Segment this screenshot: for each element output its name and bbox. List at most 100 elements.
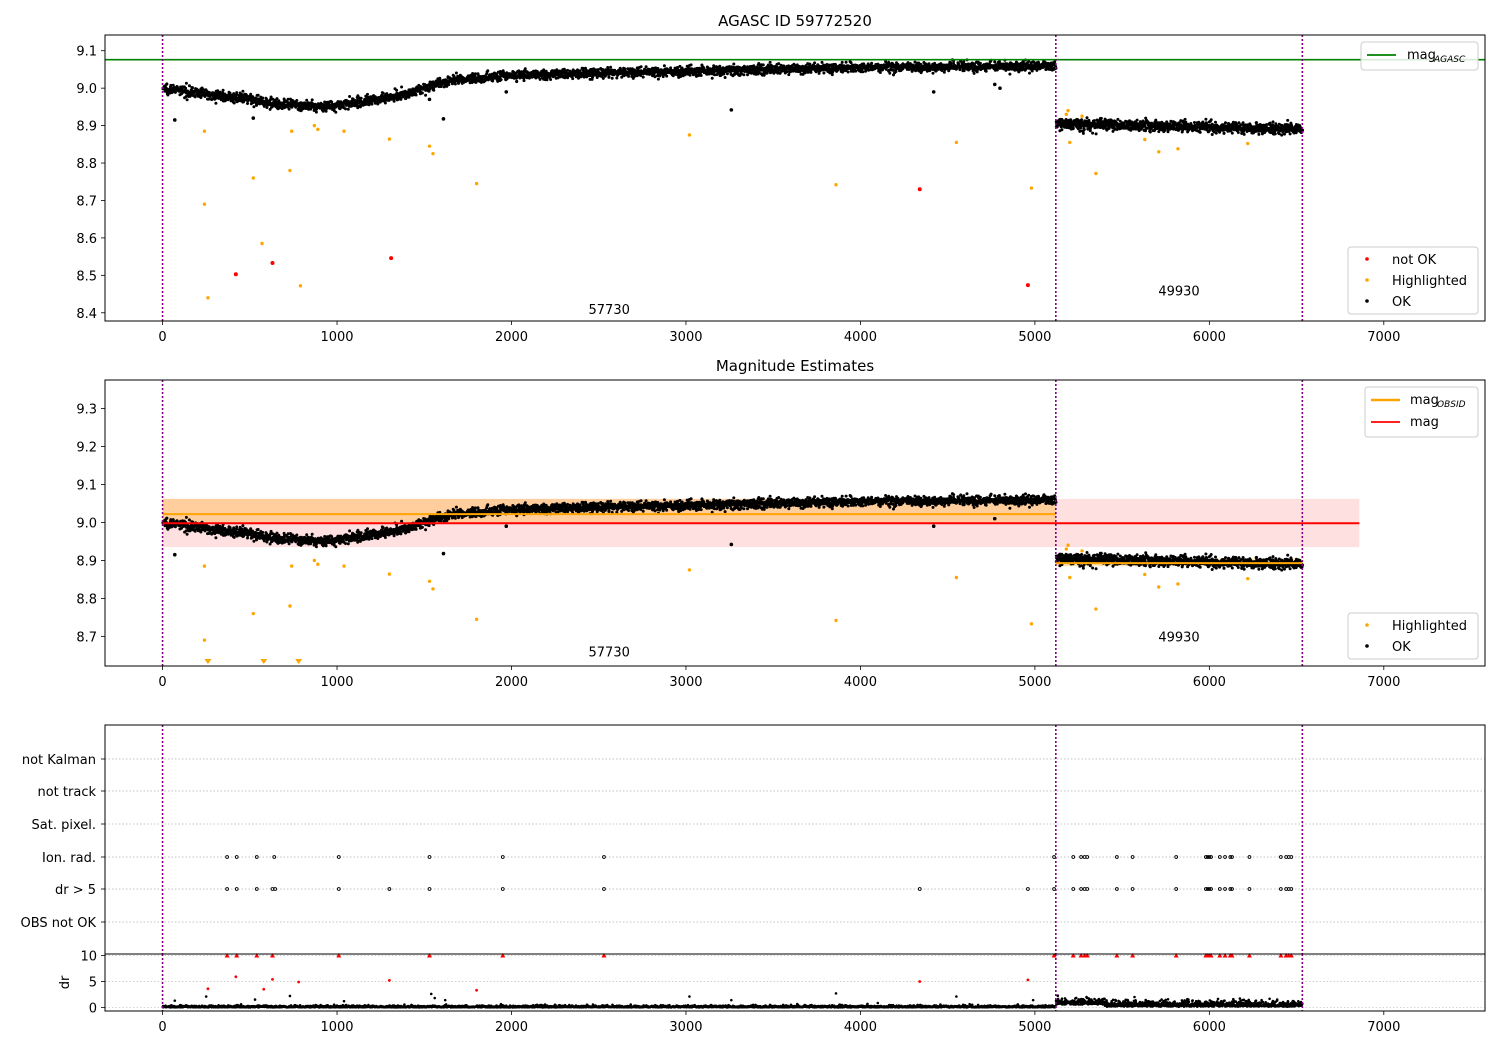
agasc-ok-point (1148, 130, 1152, 134)
agasc-ok-point (1273, 132, 1277, 136)
agasc-ok-outlier (992, 82, 997, 87)
agasc-ok-point (1286, 118, 1290, 122)
agasc-obsid-label: 57730 (589, 303, 630, 318)
agasc-ok-point (820, 60, 824, 64)
agasc-ok-point (314, 110, 318, 114)
agasc-ok-point (232, 101, 236, 105)
agasc-xtick-label: 2000 (495, 330, 528, 345)
agasc-ok-point (1060, 128, 1064, 132)
agasc-ok-point (718, 64, 722, 68)
agasc-ok-point (1222, 131, 1226, 135)
agasc-highlighted-point (260, 241, 264, 246)
agasc-ok-point (809, 70, 813, 74)
agasc-ok-point (549, 78, 553, 81)
agasc-ok-point (424, 93, 428, 97)
agasc-ok-point (972, 71, 976, 75)
agasc-ok-point (287, 107, 291, 111)
agasc-ok-outlier (441, 117, 446, 121)
agasc-ok-point (761, 63, 765, 67)
agasc-ok-point (699, 74, 703, 77)
agasc-ok-point (392, 99, 396, 103)
agasc-ytick-label: 8.9 (76, 120, 97, 135)
agasc-legend-sub: AGASC (1433, 55, 1466, 65)
agasc-legend-label: mag (1407, 48, 1436, 63)
agasc-ok-point (891, 68, 895, 72)
agasc-ok-point (1230, 131, 1234, 135)
agasc-ok-point (1193, 121, 1196, 124)
agasc-ok-outlier (729, 108, 734, 112)
agasc-ok-point (414, 93, 418, 97)
agasc-ok-point (1154, 118, 1158, 122)
agasc-legend-status-label: not OK (1392, 253, 1437, 268)
agasc-ok-point (1079, 126, 1083, 130)
agasc-ok-outlier (172, 118, 177, 122)
agasc-ok-point (346, 107, 350, 111)
agasc-ok-point (221, 88, 225, 92)
agasc-ok-point (958, 68, 962, 72)
agasc-ok-point (607, 75, 611, 78)
agasc-highlighted-point (687, 133, 692, 137)
agasc-highlighted-point (427, 144, 432, 148)
agasc-ok-point (295, 99, 299, 102)
agasc-ok-point (656, 77, 660, 81)
agasc-highlighted-point (298, 284, 303, 288)
agasc-highlighted-point (251, 176, 255, 180)
agasc-ytick-label: 8.8 (76, 157, 97, 172)
agasc-ok-point (1028, 71, 1031, 75)
agasc-highlighted-point (954, 140, 959, 145)
agasc-ok-point (993, 60, 997, 64)
agasc-ok-point (1204, 117, 1208, 121)
agasc-legend-status-label: Highlighted (1392, 274, 1467, 289)
agasc-ok-point (305, 98, 309, 102)
agasc-ok-point (286, 97, 290, 101)
agasc-highlighted-point (1246, 141, 1250, 146)
agasc-xtick-label: 1000 (320, 330, 353, 345)
agasc-ok-point (1082, 128, 1086, 131)
agasc-ok-point (184, 86, 188, 90)
agasc-ok-point (723, 76, 727, 79)
agasc-ok-point (742, 73, 746, 77)
agasc-ok-point (846, 70, 850, 74)
agasc-xtick-label: 7000 (1367, 330, 1400, 345)
agasc-xtick-label: 5000 (1018, 330, 1051, 345)
agasc-ok-point (523, 67, 527, 71)
agasc-ok-point (1071, 126, 1075, 130)
agasc-ok-point (662, 64, 666, 68)
agasc-legend-status-label: OK (1392, 295, 1411, 310)
agasc-ok-point (615, 76, 619, 80)
agasc-highlighted-point (288, 168, 292, 173)
agasc-ok-point (171, 83, 175, 87)
agasc-ok-point (1135, 118, 1139, 122)
agasc-ok-point (1255, 121, 1258, 125)
agasc-ok-point (1081, 131, 1085, 135)
agasc-legend-marker (1365, 299, 1369, 303)
agasc-ok-point (609, 65, 613, 69)
agasc-ok-point (334, 110, 338, 114)
agasc-highlighted-point (1066, 108, 1070, 113)
agasc-ok-point (1280, 133, 1284, 137)
agasc-ok-point (688, 73, 692, 77)
agasc-not-ok-point (917, 187, 922, 192)
agasc-ok-point (366, 92, 369, 96)
agasc-ok-point (226, 98, 230, 102)
agasc-legend-marker (1365, 257, 1369, 261)
agasc-ok-point (241, 89, 245, 93)
agasc-ok-point (185, 98, 189, 102)
agasc-highlighted-point (202, 129, 207, 133)
agasc-xtick-label: 4000 (844, 330, 877, 345)
agasc-highlighted-point (1068, 140, 1072, 145)
agasc-ok-point (202, 88, 206, 92)
agasc-ok-point (644, 65, 648, 69)
agasc-ok-point (830, 73, 834, 77)
agasc-ok-point (252, 105, 256, 109)
agasc-ok-point (344, 107, 347, 111)
agasc-ok-point (228, 91, 232, 95)
agasc-ok-point (1080, 118, 1084, 122)
agasc-ytick-label: 9.1 (76, 45, 97, 60)
agasc-ok-point (669, 66, 673, 70)
agasc-axes (104, 34, 1486, 322)
agasc-ok-point (822, 71, 826, 75)
agasc-highlighted-point (1029, 186, 1034, 190)
agasc-ok-point (348, 95, 352, 98)
agasc-ok-outlier (504, 90, 509, 94)
